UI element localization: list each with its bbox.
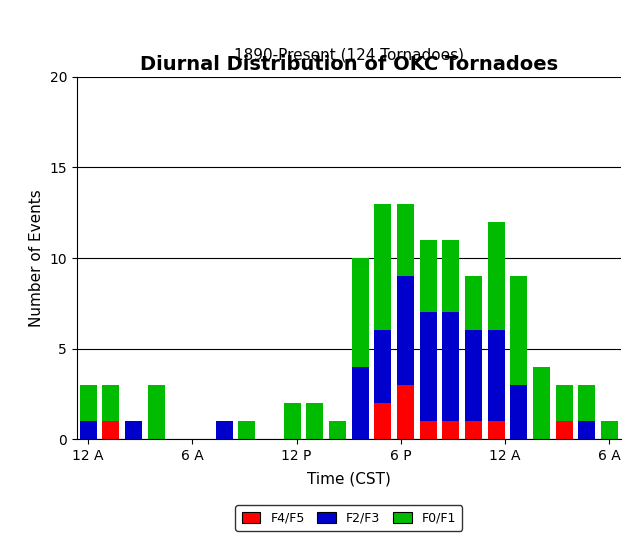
Bar [148,385,164,439]
Bar [79,421,97,439]
Bar [238,421,255,439]
Bar [397,204,414,276]
Bar [556,385,573,421]
Bar [125,421,142,439]
Bar [102,385,119,421]
Bar [465,421,482,439]
Text: 1890-Present (124 Tornadoes): 1890-Present (124 Tornadoes) [234,47,464,63]
Bar [374,204,391,330]
Bar [442,240,460,312]
Bar [374,403,391,439]
Title: Diurnal Distribution of OKC Tornadoes: Diurnal Distribution of OKC Tornadoes [140,55,558,74]
Bar [488,330,504,421]
Bar [556,421,573,439]
Bar [374,330,391,403]
Bar [351,367,369,439]
Bar [351,258,369,367]
Bar [442,421,460,439]
Bar [420,240,436,312]
Bar [102,421,119,439]
X-axis label: Time (CST): Time (CST) [307,471,391,486]
Bar [397,276,414,385]
Bar [216,421,232,439]
Bar [284,403,301,439]
Bar [579,421,595,439]
Bar [465,330,482,421]
Bar [533,367,550,439]
Y-axis label: Number of Events: Number of Events [29,189,44,327]
Bar [579,385,595,421]
Bar [420,421,436,439]
Bar [488,222,504,330]
Bar [329,421,346,439]
Bar [465,276,482,330]
Bar [601,421,618,439]
Bar [488,421,504,439]
Bar [510,276,527,385]
Bar [442,312,460,421]
Bar [510,385,527,439]
Bar [420,312,436,421]
Bar [307,403,323,439]
Bar [79,385,97,421]
Legend: F4/F5, F2/F3, F0/F1: F4/F5, F2/F3, F0/F1 [236,505,462,531]
Bar [397,385,414,439]
